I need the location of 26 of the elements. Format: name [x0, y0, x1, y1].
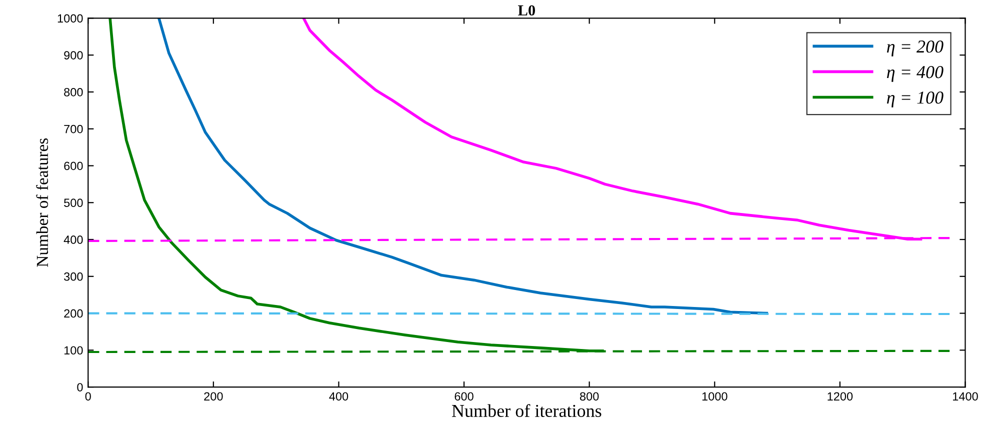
y-axis-title: Number of features: [36, 138, 48, 267]
y-tick-label: 1000: [58, 14, 83, 23]
y-tick-label: 300: [64, 272, 83, 281]
x-axis-title: Number of iterations: [452, 404, 602, 418]
x-tick-label: 600: [454, 392, 474, 401]
legend-label: η = 400: [886, 66, 944, 82]
y-tick-label: 500: [64, 198, 83, 208]
x-tick-label: 0: [85, 392, 91, 401]
y-tick-label: 400: [64, 236, 83, 244]
x-tick-label: 1400: [953, 392, 978, 401]
chart-title: L0: [518, 5, 536, 16]
x-tick-label: 1200: [828, 392, 853, 401]
y-tick-label: 600: [64, 162, 83, 170]
x-tick-label: 200: [204, 392, 223, 401]
x-tick-label: 1000: [702, 392, 728, 401]
y-tick-label: 100: [64, 346, 83, 355]
y-tick-label: 800: [64, 88, 83, 96]
x-tick-label: 800: [580, 392, 599, 401]
y-tick-label: 900: [64, 51, 83, 60]
legend-label: η = 200: [886, 40, 944, 56]
legend-label: η = 100: [886, 92, 944, 108]
y-tick-label: 700: [64, 124, 83, 134]
y-tick-label: 200: [64, 309, 83, 318]
y-tick-label: 0: [77, 383, 83, 392]
x-tick-label: 400: [329, 392, 348, 401]
line-series: [158, 18, 768, 315]
